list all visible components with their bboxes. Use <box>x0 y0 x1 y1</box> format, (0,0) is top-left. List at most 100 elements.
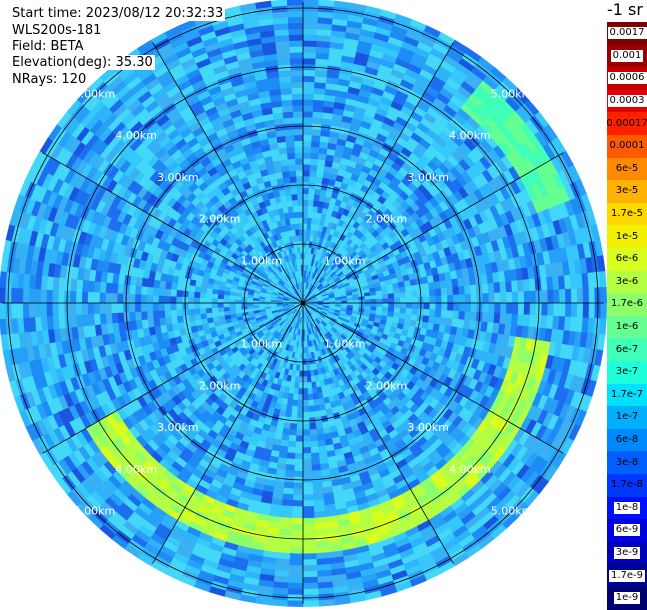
ppi-gate <box>223 306 230 312</box>
ppi-gate <box>302 600 320 607</box>
ppi-gate <box>193 308 201 315</box>
ppi-gate <box>282 487 294 495</box>
ppi-gate <box>313 87 326 95</box>
ppi-gate <box>308 405 315 413</box>
ppi-gate <box>488 302 496 314</box>
ppi-gate <box>318 599 336 607</box>
ppi-gate <box>176 315 184 324</box>
ppi-gate <box>176 309 183 317</box>
ppi-gate <box>434 309 442 318</box>
ppi-gate <box>302 152 312 159</box>
ppi-gate <box>288 428 297 436</box>
ppi-gate <box>600 302 608 320</box>
ppi-gate <box>116 302 124 313</box>
ppi-gate <box>152 294 159 304</box>
ppi-gate <box>194 313 202 321</box>
ppi-gate <box>302 394 309 401</box>
ppi-gate <box>302 34 318 42</box>
ppi-gate <box>283 481 294 489</box>
ppi-gate <box>164 288 172 297</box>
ppi-gate <box>302 75 316 83</box>
ppi-gate <box>316 428 325 436</box>
ppi-gate <box>81 302 89 315</box>
ppi-gate <box>234 305 242 311</box>
ppi-gate <box>553 302 560 317</box>
ppi-gate <box>310 458 321 466</box>
ppi-gate <box>399 307 407 315</box>
ppi-gate <box>452 310 460 320</box>
ppi-gate <box>306 376 312 383</box>
ppi-gate <box>394 302 401 309</box>
ppi-gate <box>134 293 142 304</box>
ppi-gate <box>307 399 315 407</box>
ppi-gate <box>302 370 308 378</box>
ppi-gate <box>223 302 230 308</box>
ppi-gate <box>399 291 407 299</box>
ppi-gate <box>175 302 183 310</box>
ppi-gate <box>440 310 448 319</box>
ppi-gate <box>302 69 316 77</box>
ppi-gate <box>281 428 290 436</box>
ppi-gate <box>302 411 310 419</box>
ppi-gate <box>40 302 47 317</box>
ppi-gate <box>314 522 327 531</box>
ppi-gate <box>302 364 307 372</box>
ppi-gate <box>302 553 317 560</box>
ppi-gate <box>290 529 304 537</box>
ppi-gate <box>411 308 419 316</box>
ppi-gate <box>310 375 316 383</box>
ppi-gate <box>211 307 219 313</box>
ppi-gate <box>164 309 172 318</box>
ppi-gate <box>205 292 213 299</box>
ppi-gate <box>446 287 454 296</box>
ppi-gate <box>382 298 389 304</box>
ppi-gate <box>310 152 319 160</box>
ppi-gate <box>588 287 596 304</box>
ppi-gate <box>447 294 454 304</box>
ppi-gate <box>293 464 304 472</box>
ppi-gate <box>298 370 304 378</box>
ppi-gate <box>312 493 324 501</box>
ppi-gate <box>505 280 513 293</box>
ppi-gate <box>308 187 316 195</box>
ppi-gate <box>93 291 100 304</box>
ppi-gate <box>302 10 319 18</box>
ppi-gate <box>140 310 148 321</box>
ppi-gate <box>318 0 336 7</box>
ppi-gate <box>286 600 304 607</box>
ppi-gate <box>302 229 308 236</box>
ppi-gate <box>117 312 125 323</box>
ppi-gate <box>134 302 142 313</box>
ppi-gate <box>311 381 317 389</box>
ppi-gate <box>302 506 315 513</box>
ppi-gate <box>364 299 372 304</box>
ppi-gate <box>279 522 292 531</box>
ppi-gate <box>399 297 407 304</box>
ppi-gate <box>302 158 311 165</box>
ppi-gate <box>302 110 314 118</box>
ppi-gate <box>522 314 531 327</box>
ppi-gate <box>588 302 596 319</box>
ppi-gate <box>500 292 507 304</box>
ppi-gate <box>57 302 65 317</box>
ppi-gate <box>313 404 321 412</box>
ppi-gate <box>541 302 549 317</box>
ppi-gate <box>302 169 311 177</box>
ppi-gate <box>280 505 293 513</box>
ppi-gate <box>310 140 321 148</box>
ppi-gate <box>423 296 431 304</box>
ppi-gate <box>511 302 519 315</box>
ppi-gate <box>306 370 311 377</box>
ppi-gate <box>511 280 519 293</box>
ppi-gate <box>302 164 311 171</box>
ppi-gate <box>302 217 308 224</box>
ppi-gate <box>302 105 314 112</box>
ppi-gate <box>0 302 6 320</box>
ppi-gate <box>458 294 466 304</box>
ppi-gate <box>285 464 295 472</box>
ppi-gate <box>313 505 326 513</box>
ppi-gate <box>158 295 165 304</box>
ppi-gate <box>128 302 136 313</box>
ppi-gate <box>559 289 566 304</box>
ppi-gate <box>40 289 47 304</box>
